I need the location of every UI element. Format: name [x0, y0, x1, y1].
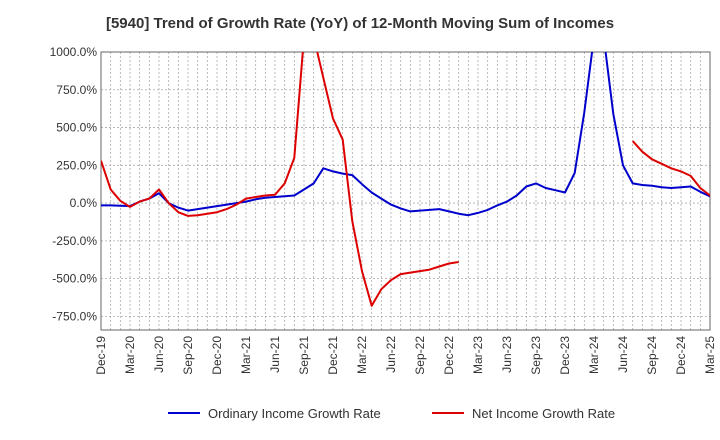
x-tick-label: Sep-21	[297, 336, 311, 375]
x-tick-label: Jun-23	[500, 336, 514, 373]
x-tick-label: Sep-22	[413, 336, 427, 375]
x-tick-label: Dec-24	[674, 336, 688, 375]
x-tick-label: Jun-20	[152, 336, 166, 373]
x-tick-label: Mar-22	[355, 336, 369, 374]
series-line-ordinary-income	[101, 52, 710, 217]
series-segment	[101, 52, 459, 307]
x-tick-label: Mar-24	[587, 336, 601, 374]
legend-label: Net Income Growth Rate	[472, 406, 615, 421]
series-segment	[631, 140, 710, 197]
y-tick-label: 500.0%	[56, 121, 97, 135]
series-segment	[101, 52, 710, 217]
x-tick-label: Jun-24	[616, 336, 630, 373]
y-tick-label: 250.0%	[56, 158, 97, 172]
x-tick-label: Dec-20	[210, 336, 224, 375]
y-tick-label: -750.0%	[52, 309, 97, 323]
y-tick-label: 1000.0%	[50, 45, 98, 59]
x-tick-label: Sep-23	[529, 336, 543, 375]
x-tick-label: Mar-25	[703, 336, 717, 374]
series-line-net-income	[101, 52, 710, 307]
x-tick-label: Sep-24	[645, 336, 659, 375]
y-tick-label: 750.0%	[56, 83, 97, 97]
x-tick-label: Jun-22	[384, 336, 398, 373]
x-tick-label: Mar-21	[239, 336, 253, 374]
y-tick-label: -500.0%	[52, 272, 97, 286]
plot-border	[100, 51, 711, 331]
x-tick-label: Mar-23	[471, 336, 485, 374]
x-tick-label: Jun-21	[268, 336, 282, 373]
legend-label: Ordinary Income Growth Rate	[208, 406, 381, 421]
x-tick-label: Dec-22	[442, 336, 456, 375]
x-tick-label: Mar-20	[123, 336, 137, 374]
x-tick-label: Dec-23	[558, 336, 572, 375]
x-tick-label: Dec-21	[326, 336, 340, 375]
y-tick-label: 0.0%	[70, 196, 98, 210]
x-tick-label: Sep-20	[181, 336, 195, 375]
y-tick-label: -250.0%	[52, 234, 97, 248]
chart-title: [5940] Trend of Growth Rate (YoY) of 12-…	[105, 15, 615, 32]
x-tick-label: Dec-19	[94, 336, 108, 375]
